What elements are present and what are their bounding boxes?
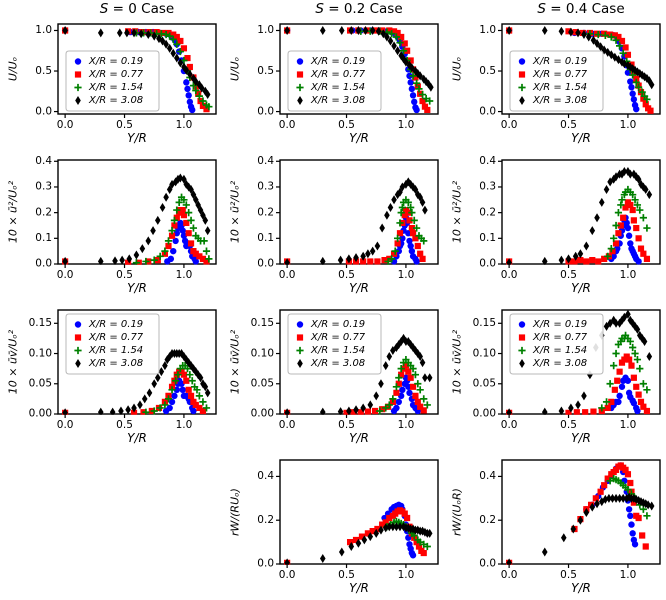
subplot-ustress-s04: 10 × ū²/Uₒ² Y/R — [444, 150, 666, 300]
subplot-title: S = 0.2 Case — [280, 1, 438, 17]
y-axis-label: U/Uₒ — [6, 56, 20, 82]
subplot-umean-s04: S = 0.4 Case U/Uₒ Y/R — [444, 0, 666, 150]
y-axis-label: rW/(RUₒ) — [228, 488, 242, 536]
subplot-title: S = 0 Case — [58, 1, 216, 17]
y-axis-label: 10 × ū²/Uₒ² — [6, 180, 20, 244]
empty-cell — [0, 450, 222, 600]
chart-canvas-umean-s0 — [0, 0, 222, 150]
x-axis-label: Y/R — [349, 131, 369, 145]
y-axis-label: 10 × ū²/Uₒ² — [228, 180, 242, 244]
chart-canvas-swirl-s02 — [222, 450, 444, 600]
x-axis-label: Y/R — [127, 281, 147, 295]
chart-canvas-ustress-s02 — [222, 150, 444, 300]
subplot-swirl-s02: rW/(RUₒ) Y/R — [222, 450, 444, 600]
chart-canvas-ustress-s0 — [0, 150, 222, 300]
y-axis-label: 10 × ūv̄/Uₒ² — [228, 329, 242, 395]
x-axis-label: Y/R — [127, 131, 147, 145]
chart-canvas-umean-s02 — [222, 0, 444, 150]
title-text: = 0 Case — [108, 1, 175, 17]
chart-canvas-umean-s04 — [444, 0, 666, 150]
subplot-title: S = 0.4 Case — [502, 1, 660, 17]
subplot-ustress-s0: 10 × ū²/Uₒ² Y/R — [0, 150, 222, 300]
subplot-shear-s04: 10 × ūv̄/Uₒ² Y/R — [444, 300, 666, 450]
x-axis-label: Y/R — [349, 431, 369, 445]
subplot-ustress-s02: 10 × ū²/Uₒ² Y/R — [222, 150, 444, 300]
x-axis-label: Y/R — [571, 281, 591, 295]
x-axis-label: Y/R — [571, 131, 591, 145]
title-variable: S — [99, 1, 109, 17]
chart-canvas-shear-s0 — [0, 300, 222, 450]
chart-canvas-swirl-s04 — [444, 450, 666, 600]
chart-canvas-shear-s04 — [444, 300, 666, 450]
x-axis-label: Y/R — [571, 431, 591, 445]
y-axis-label: rW/(UₒR) — [450, 488, 464, 536]
y-axis-label: U/Uₒ — [450, 56, 464, 82]
y-axis-label: U/Uₒ — [228, 56, 242, 82]
y-axis-label: 10 × ūv̄/Uₒ² — [6, 329, 20, 395]
y-axis-label: 10 × ūv̄/Uₒ² — [450, 329, 464, 395]
subplot-umean-s0: S = 0 Case U/Uₒ Y/R — [0, 0, 222, 150]
subplot-shear-s0: 10 × ūv̄/Uₒ² Y/R — [0, 300, 222, 450]
chart-canvas-shear-s02 — [222, 300, 444, 450]
subplot-shear-s02: 10 × ūv̄/Uₒ² Y/R — [222, 300, 444, 450]
x-axis-label: Y/R — [349, 581, 369, 595]
x-axis-label: Y/R — [349, 281, 369, 295]
subplot-swirl-s04: rW/(UₒR) Y/R — [444, 450, 666, 600]
title-variable: S — [537, 1, 546, 17]
y-axis-label: 10 × ū²/Uₒ² — [450, 180, 464, 244]
x-axis-label: Y/R — [127, 431, 147, 445]
title-variable: S — [315, 1, 324, 17]
chart-canvas-ustress-s04 — [444, 150, 666, 300]
title-text: = 0.2 Case — [323, 1, 403, 17]
x-axis-label: Y/R — [571, 581, 591, 595]
title-text: = 0.4 Case — [545, 1, 625, 17]
subplot-umean-s02: S = 0.2 Case U/Uₒ Y/R — [222, 0, 444, 150]
